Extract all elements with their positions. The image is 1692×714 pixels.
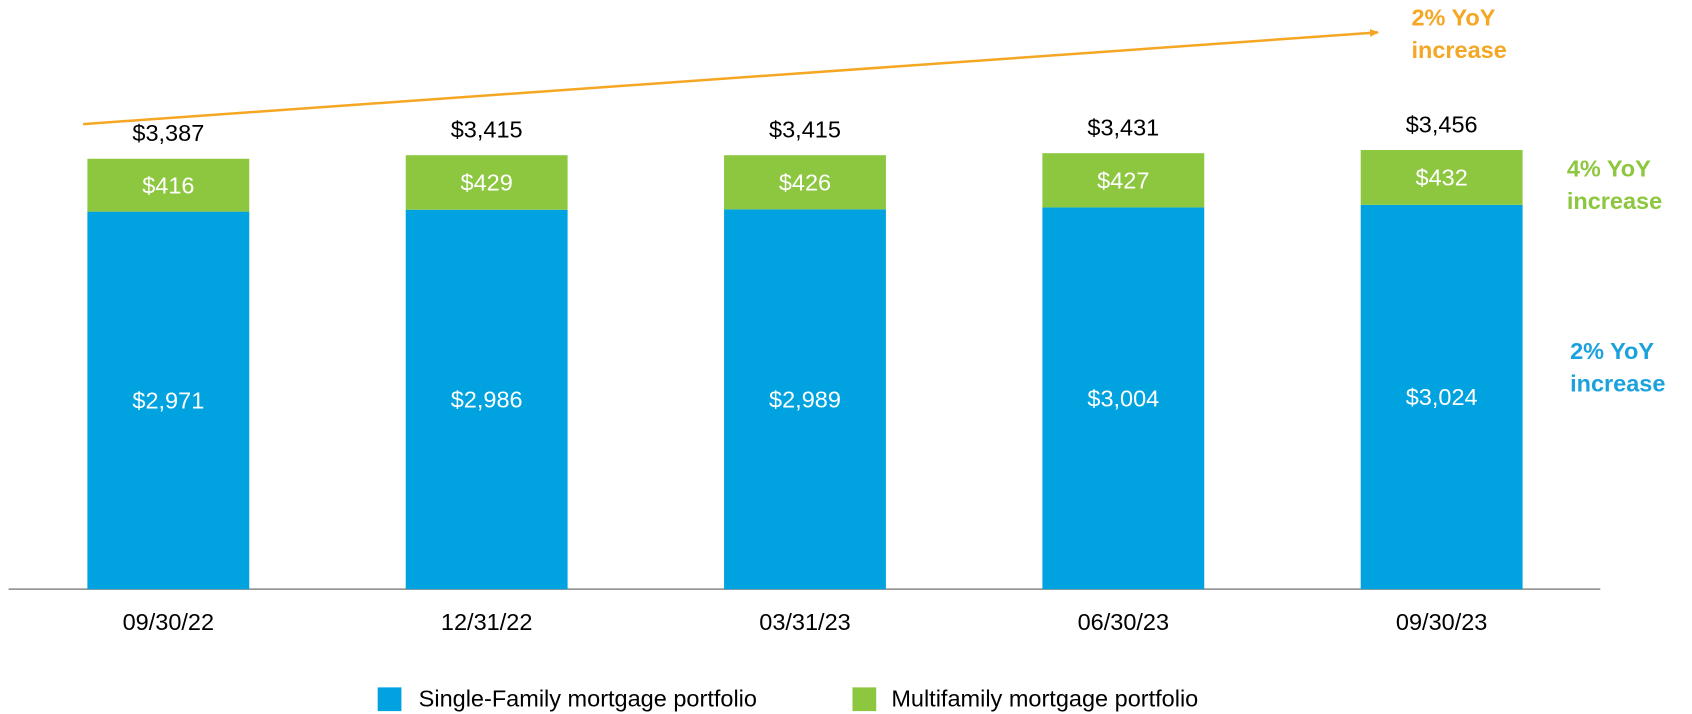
x-tick-label: 09/30/22 xyxy=(123,609,214,635)
bar-value-label: $2,989 xyxy=(769,386,841,412)
bar-value-label: $2,971 xyxy=(132,388,204,414)
total-label: $3,387 xyxy=(132,120,204,146)
bar-value-label: $3,024 xyxy=(1406,384,1478,410)
bar-segment xyxy=(87,211,250,590)
legend-label: Single-Family mortgage portfolio xyxy=(419,686,757,712)
total-label: $3,456 xyxy=(1406,111,1478,137)
x-tick-label: 03/31/23 xyxy=(759,609,850,635)
bar-segment xyxy=(1360,204,1523,590)
total-label: $3,415 xyxy=(451,117,523,143)
bar-segment xyxy=(724,209,886,590)
annotation: 4% YoY xyxy=(1567,156,1651,182)
total-label: $3,431 xyxy=(1087,115,1159,141)
bar-value-label: $427 xyxy=(1097,168,1149,194)
bar-value-label: $2,986 xyxy=(451,387,523,413)
annotation: 2% YoY xyxy=(1411,5,1495,31)
total-label: $3,415 xyxy=(769,117,841,143)
annotation: increase xyxy=(1567,188,1662,214)
x-tick-label: 09/30/23 xyxy=(1396,609,1487,635)
bar-value-label: $432 xyxy=(1416,165,1468,191)
x-tick-label: 12/31/22 xyxy=(441,609,532,635)
bar-segment xyxy=(405,155,568,210)
bar-value-label: $3,004 xyxy=(1087,386,1159,412)
trend-arrow xyxy=(83,28,1379,126)
bar-value-label: $426 xyxy=(779,169,831,195)
bar-value-label: $416 xyxy=(142,172,194,198)
legend-swatch xyxy=(377,687,402,712)
legend-label: Multifamily mortgage portfolio xyxy=(891,686,1198,712)
bar-segment xyxy=(724,155,886,210)
bar-segment xyxy=(87,158,250,212)
legend-swatch xyxy=(852,687,877,712)
bar-value-label: $429 xyxy=(461,170,513,196)
bar-segment xyxy=(405,209,568,590)
annotation: increase xyxy=(1570,370,1665,396)
annotation: increase xyxy=(1411,37,1506,63)
bar-segment xyxy=(1042,153,1205,208)
x-tick-label: 06/30/23 xyxy=(1078,609,1169,635)
bar-segment xyxy=(1042,207,1205,590)
bar-segment xyxy=(1360,149,1523,205)
annotation: 2% YoY xyxy=(1570,338,1654,364)
